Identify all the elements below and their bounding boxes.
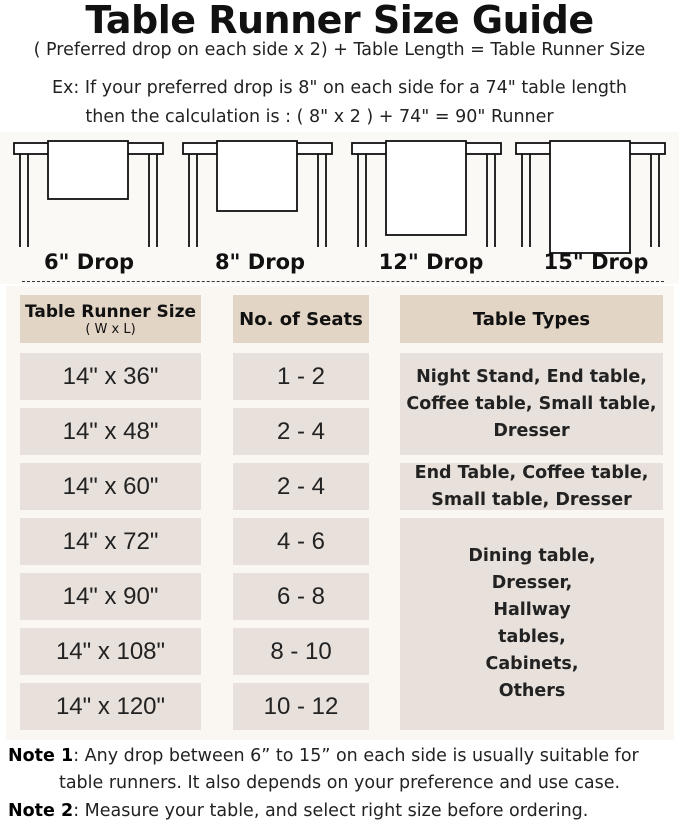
table-drawing xyxy=(351,140,502,247)
row-size: 14" x 108" xyxy=(20,628,201,675)
header-size: Table Runner Size ( W x L) xyxy=(20,295,201,343)
example-line-2: then the calculation is : ( 8" x 2 ) + 7… xyxy=(85,107,554,127)
table-drawing xyxy=(515,140,666,254)
table-drawing xyxy=(182,140,333,247)
row-size: 14" x 36" xyxy=(20,353,201,400)
drop-label-6: 6" Drop xyxy=(43,250,135,274)
types-medium: End Table, Coffee table, Small table, Dr… xyxy=(400,463,663,510)
row-seats: 1 - 2 xyxy=(233,353,369,400)
drop-label-15: 15" Drop xyxy=(543,250,649,274)
row-seats: 6 - 8 xyxy=(233,573,369,620)
note-2-text: : Measure your table, and select right s… xyxy=(73,801,589,821)
example-line-1: Ex: If your preferred drop is 8" on each… xyxy=(51,78,627,98)
drop-label-8: 8" Drop xyxy=(214,250,306,274)
header-size-sub: ( W x L) xyxy=(85,321,136,337)
runner xyxy=(385,140,467,236)
row-size: 14" x 120" xyxy=(20,683,201,730)
row-seats: 2 - 4 xyxy=(233,463,369,510)
types-small: Night Stand, End table, Coffee table, Sm… xyxy=(400,353,663,455)
header-size-label: Table Runner Size xyxy=(24,301,197,322)
drop-label-12: 12" Drop xyxy=(378,250,484,274)
note-1-text: : Any drop between 6” to 15” on each sid… xyxy=(73,746,639,766)
row-size: 14" x 72" xyxy=(20,518,201,565)
header-types: Table Types xyxy=(400,295,663,343)
note-1-label: Note 1 xyxy=(8,746,74,766)
table-drawings xyxy=(13,140,666,254)
dashed-divider xyxy=(22,281,664,282)
row-size: 14" x 60" xyxy=(20,463,201,510)
row-size: 14" x 90" xyxy=(20,573,201,620)
row-seats: 8 - 10 xyxy=(233,628,369,675)
row-size: 14" x 48" xyxy=(20,408,201,455)
header-seats: No. of Seats xyxy=(233,295,369,343)
row-seats: 10 - 12 xyxy=(233,683,369,730)
page-title: Table Runner Size Guide xyxy=(85,0,594,42)
runner xyxy=(216,140,298,212)
types-large: Dining table, Dresser, Hallway tables, C… xyxy=(400,518,664,730)
note-2: Note 2: Measure your table, and select r… xyxy=(8,801,678,821)
formula-text: ( Preferred drop on each side x 2) + Tab… xyxy=(33,40,646,60)
runner xyxy=(47,140,129,200)
runner xyxy=(549,140,631,254)
note-2-label: Note 2 xyxy=(8,801,74,821)
note-1-text-2: table runners. It also depends on your p… xyxy=(58,773,621,793)
row-seats: 4 - 6 xyxy=(233,518,369,565)
table-drawing xyxy=(13,140,164,247)
row-seats: 2 - 4 xyxy=(233,408,369,455)
note-1: Note 1: Any drop between 6” to 15” on ea… xyxy=(8,746,678,766)
